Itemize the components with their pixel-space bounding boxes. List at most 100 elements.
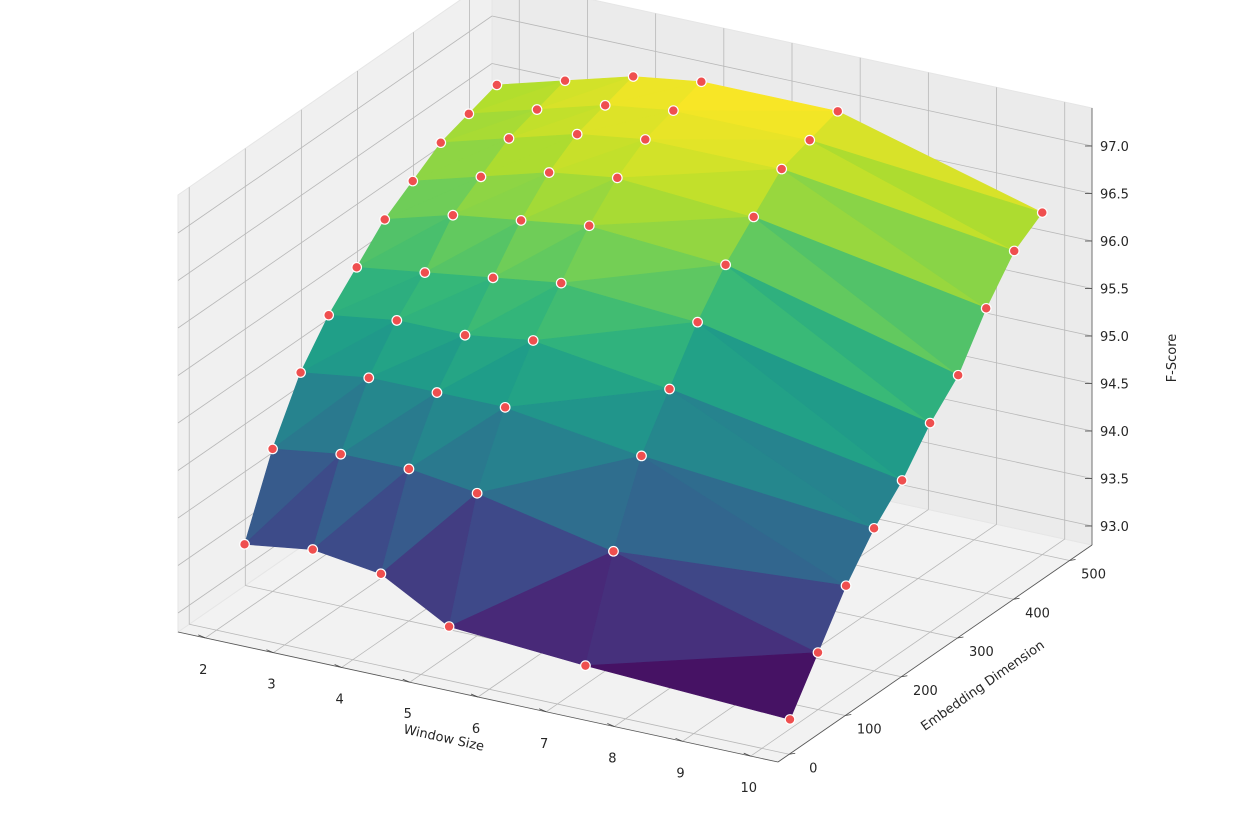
data-point (435, 137, 447, 149)
data-point (639, 134, 651, 145)
data-point (307, 544, 319, 555)
data-point (692, 316, 703, 328)
y-tick-label: 200 (913, 684, 938, 699)
data-point (664, 383, 675, 395)
x-tick-mark (470, 693, 479, 698)
data-point (1008, 245, 1020, 257)
surface-facet (585, 652, 819, 720)
data-point (636, 450, 647, 462)
data-point (543, 167, 555, 178)
data-point (952, 369, 964, 381)
data-point (667, 105, 679, 117)
surface-facet (725, 264, 959, 424)
x-tick-label: 10 (740, 781, 757, 796)
data-point (583, 220, 595, 232)
axes: 2345678910010020030040050093.093.594.094… (177, 108, 1129, 796)
data-point (720, 259, 732, 271)
data-point (239, 538, 250, 550)
y-tick-mark (845, 714, 852, 716)
data-point (407, 175, 419, 187)
y-tick-label: 400 (1025, 606, 1050, 621)
data-point (980, 302, 992, 314)
data-point (351, 261, 363, 273)
data-point (555, 277, 567, 289)
surface-facet (613, 550, 847, 653)
data-point (776, 163, 788, 175)
data-point (571, 128, 583, 140)
data-point (608, 545, 619, 557)
data-point (363, 372, 375, 384)
y-tick-mark (1069, 559, 1076, 561)
data-point (295, 367, 306, 378)
data-point (804, 134, 816, 146)
data-point (335, 448, 347, 460)
surface-facet (669, 388, 903, 529)
x-tick-label: 8 (608, 752, 616, 767)
surface-facet (753, 216, 987, 376)
surface-facet (781, 168, 1015, 309)
x-tick-mark (334, 664, 342, 668)
x-tick-label: 7 (540, 737, 548, 752)
data-point (868, 522, 880, 534)
data-point (267, 443, 278, 455)
z-axis-label: F-Score (1165, 334, 1180, 383)
data-point (475, 171, 487, 183)
data-point (431, 387, 443, 398)
data-point (559, 75, 571, 87)
surface-facet (809, 139, 1043, 252)
data-point (375, 568, 387, 580)
z-tick-label: 94.5 (1100, 378, 1129, 393)
data-point (499, 401, 511, 413)
data-point (840, 580, 852, 592)
x-tick-label: 9 (676, 766, 684, 781)
data-point (491, 79, 503, 91)
y-grid-floor (189, 623, 790, 755)
data-points (239, 71, 1048, 725)
z-grid-back (491, 15, 1093, 147)
y-tick-label: 100 (857, 723, 882, 738)
data-point (784, 714, 796, 725)
data-point (695, 76, 707, 88)
data-point (748, 211, 760, 223)
data-point (459, 329, 471, 341)
data-point (627, 71, 639, 82)
data-point (403, 463, 415, 475)
data-point (832, 105, 844, 117)
x-tick-mark (675, 737, 683, 742)
data-point (515, 215, 527, 226)
z-grid-left (177, 63, 493, 281)
data-point (527, 335, 539, 346)
z-tick-label: 95.5 (1100, 283, 1129, 298)
x-tick-mark (743, 752, 751, 757)
y-tick-label: 300 (969, 645, 994, 660)
z-tick-label: 93.5 (1100, 473, 1129, 488)
data-point (379, 214, 391, 225)
z-tick-label: 96.5 (1100, 188, 1129, 203)
z-tick-label: 95.0 (1100, 330, 1129, 345)
y-tick-mark (1013, 597, 1020, 600)
data-point (443, 621, 455, 633)
z-grid-left (177, 15, 493, 234)
data-point (447, 209, 459, 221)
x-tick-mark (607, 723, 615, 727)
x-tick-label: 4 (335, 692, 343, 707)
y-tick-mark (901, 675, 908, 678)
data-point (1036, 207, 1048, 218)
data-point (463, 108, 475, 120)
data-point (391, 315, 403, 326)
data-point (323, 309, 335, 321)
data-point (611, 172, 623, 184)
x-tick-mark (266, 649, 274, 654)
data-point (487, 272, 499, 284)
x-tick-label: 5 (404, 707, 412, 722)
z-tick-label: 94.0 (1100, 425, 1129, 440)
y-tick-label: 0 (809, 761, 817, 776)
y-tick-mark (789, 752, 796, 755)
data-point (419, 267, 431, 278)
x-tick-mark (539, 708, 547, 713)
x-tick-label: 6 (472, 722, 480, 737)
data-point (896, 475, 908, 486)
x-tick-mark (402, 678, 410, 683)
y-tick-mark (957, 636, 964, 639)
